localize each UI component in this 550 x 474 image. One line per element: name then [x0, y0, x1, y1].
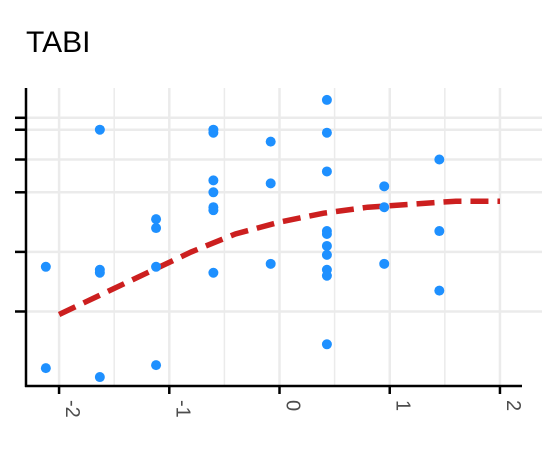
data-point: [321, 127, 332, 138]
data-point: [208, 267, 219, 278]
data-point: [321, 249, 332, 260]
data-point: [321, 339, 332, 350]
data-point: [265, 178, 276, 189]
data-point: [94, 372, 105, 383]
data-point: [379, 181, 390, 192]
data-point: [208, 175, 219, 186]
data-point: [434, 285, 445, 296]
data-point: [321, 229, 332, 240]
data-point: [321, 240, 332, 251]
data-point: [434, 154, 445, 165]
x-tick-label: -1: [171, 400, 193, 418]
fit-curve: [57, 198, 500, 317]
data-point: [379, 258, 390, 269]
data-point: [151, 360, 162, 371]
grid: [26, 88, 542, 386]
x-tick-label: -2: [61, 400, 83, 418]
data-point: [40, 363, 51, 374]
data-point: [265, 136, 276, 147]
data-point: [151, 214, 162, 225]
data-point: [151, 261, 162, 272]
data-point: [151, 223, 162, 234]
axes: [15, 88, 522, 388]
x-tick-label: 1: [392, 400, 414, 411]
points-layer: [40, 94, 445, 383]
data-point: [208, 187, 219, 198]
data-point: [208, 127, 219, 138]
data-point: [321, 270, 332, 281]
data-point: [94, 124, 105, 135]
data-point: [321, 94, 332, 105]
data-point: [379, 202, 390, 213]
x-tick-label: 2: [502, 400, 524, 411]
data-point: [265, 258, 276, 269]
x-tick-label: 0: [282, 400, 304, 411]
x-ticks: -2 -1 0 1 2: [57, 386, 524, 418]
fit-curve-layer: [57, 198, 500, 317]
data-point: [94, 267, 105, 278]
data-point: [434, 226, 445, 237]
data-point: [321, 166, 332, 177]
data-point: [40, 261, 51, 272]
chart-title: TABI: [26, 26, 91, 59]
data-point: [208, 205, 219, 216]
